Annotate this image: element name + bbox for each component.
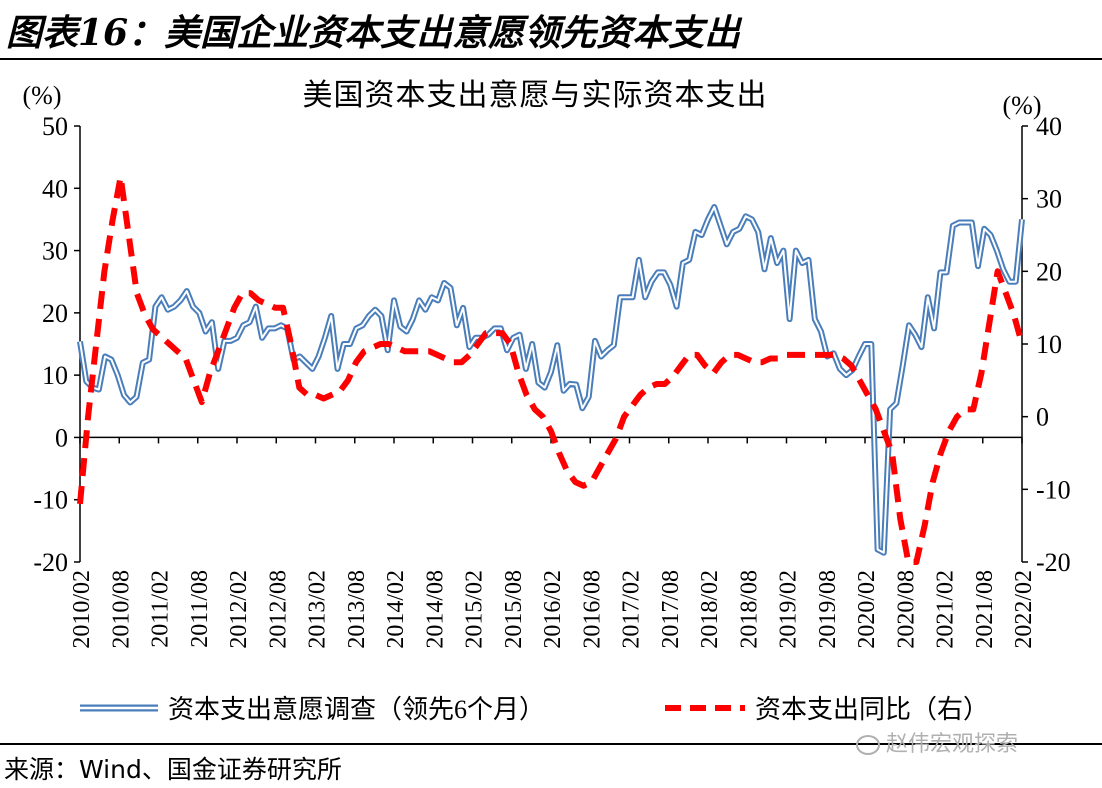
x-tick-label: 2019/02 bbox=[776, 570, 802, 649]
y-right-tick-label: 40 bbox=[1036, 112, 1062, 141]
x-tick-label: 2014/02 bbox=[383, 570, 409, 649]
y-left-tick-label: 50 bbox=[42, 112, 68, 141]
chart: 美国资本支出意愿与实际资本支出 (%) (%) -20 -10 0 10 20 30 40 5… bbox=[23, 79, 1071, 724]
y-left-ticks: -20 -10 0 10 20 30 40 50 bbox=[33, 112, 80, 577]
x-tick-label: 2015/02 bbox=[462, 570, 488, 649]
figure-title: 图表16：美国企业资本支出意愿领先资本支出 bbox=[6, 12, 741, 54]
x-tick-label: 2019/08 bbox=[815, 570, 841, 649]
x-tick-label: 2011/08 bbox=[187, 570, 213, 648]
y-left-tick-label: 30 bbox=[42, 237, 68, 266]
chart-title: 美国资本支出意愿与实际资本支出 bbox=[303, 79, 768, 112]
y-left-tick-label: 20 bbox=[42, 299, 68, 328]
x-tick-label: 2020/08 bbox=[893, 570, 919, 649]
watermark: 赵伟宏观探索 bbox=[856, 726, 1018, 758]
x-tick-label: 2020/02 bbox=[854, 570, 880, 649]
x-tick-label: 2017/08 bbox=[658, 570, 684, 649]
x-tick-label: 2013/02 bbox=[305, 570, 331, 649]
x-tick-label: 2012/08 bbox=[265, 570, 291, 649]
y-left-tick-label: 40 bbox=[42, 174, 68, 203]
x-tick-label: 2017/02 bbox=[619, 570, 645, 649]
source-note: 来源：Wind、国金证券研究所 bbox=[4, 755, 342, 784]
y-right-tick-label: 0 bbox=[1036, 403, 1049, 432]
y-right-unit: (%) bbox=[1003, 91, 1042, 120]
series-layer bbox=[77, 173, 1025, 565]
x-tick-label: 2011/02 bbox=[148, 570, 174, 648]
y-right-tick-label: 20 bbox=[1036, 257, 1062, 286]
x-tick-label: 2012/02 bbox=[226, 570, 252, 649]
series-capex-intention-outer bbox=[77, 204, 1025, 556]
legend-label-2: 资本支出同比（右） bbox=[755, 695, 989, 724]
x-tick-label: 2022/02 bbox=[1011, 570, 1037, 649]
y-left-tick-label: 0 bbox=[55, 423, 68, 452]
x-tick-label: 2010/08 bbox=[108, 570, 134, 649]
y-right-ticks: -20 -10 0 10 20 30 40 bbox=[1022, 112, 1071, 577]
x-tick-label: 2018/02 bbox=[697, 570, 723, 649]
y-left-tick-label: 10 bbox=[42, 361, 68, 390]
legend-label-1: 资本支出意愿调查（领先6个月） bbox=[168, 695, 545, 724]
y-left-tick-label: -10 bbox=[33, 486, 68, 515]
series-capex-intention-inner bbox=[79, 206, 1023, 554]
y-left-tick-label: -20 bbox=[33, 548, 68, 577]
series-capex-yoy bbox=[77, 173, 1025, 565]
top-rule bbox=[0, 58, 1102, 60]
x-tick-label: 2021/02 bbox=[933, 570, 959, 649]
bottom-rule bbox=[0, 743, 1102, 745]
x-tick-label: 2016/02 bbox=[540, 570, 566, 649]
legend: 资本支出意愿调查（领先6个月） 资本支出同比（右） bbox=[80, 695, 989, 724]
y-right-tick-label: 30 bbox=[1036, 185, 1062, 214]
x-tick-label: 2015/08 bbox=[501, 570, 527, 649]
y-right-tick-label: -20 bbox=[1036, 548, 1071, 577]
y-left-unit: (%) bbox=[23, 81, 62, 110]
x-tick-label: 2018/08 bbox=[736, 570, 762, 649]
y-right-tick-label: -10 bbox=[1036, 475, 1071, 504]
wechat-icon bbox=[856, 735, 880, 755]
x-tick-label: 2016/08 bbox=[579, 570, 605, 649]
watermark-text: 赵伟宏观探索 bbox=[886, 732, 1019, 757]
x-tick-label: 2021/08 bbox=[972, 570, 998, 649]
x-tick-label: 2013/08 bbox=[344, 570, 370, 649]
x-tick-labels: 2010/02 2010/08 2011/02 2011/08 2012/02 2012/… bbox=[69, 437, 1037, 649]
x-tick-label: 2010/02 bbox=[69, 570, 95, 649]
x-tick-label: 2014/08 bbox=[422, 570, 448, 649]
y-right-tick-label: 10 bbox=[1036, 330, 1062, 359]
